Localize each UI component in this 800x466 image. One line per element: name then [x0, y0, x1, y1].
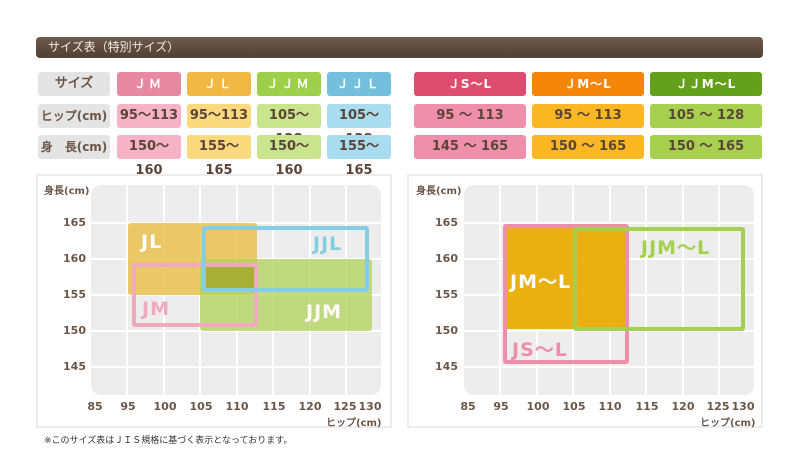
cell-jjm-hip: 105〜128	[257, 104, 321, 147]
region-jsl	[503, 224, 629, 364]
x-tick: 120	[671, 400, 695, 413]
cell-jjl-height: 155〜165	[327, 135, 391, 178]
x-axis-title-right: ヒップ(cm)	[700, 418, 756, 429]
row-label-hip: ヒップ(cm)	[38, 104, 110, 128]
y-tick: 145	[63, 360, 86, 373]
col-header-jjm: ＪＪＭ	[257, 72, 321, 96]
x-tick: 120	[298, 400, 322, 413]
cell-jjm-height: 150〜160	[257, 135, 321, 178]
x-tick: 85	[460, 400, 476, 413]
y-tick: 150	[63, 324, 86, 337]
cell-jml-hip: 95 〜 113	[532, 104, 644, 128]
region-jjl	[202, 226, 369, 292]
title-bar: サイズ表（特別サイズ）	[36, 37, 763, 58]
col-header-jm: ＪＭ	[117, 72, 181, 96]
region-overlap	[205, 264, 255, 289]
y-tick: 155	[435, 288, 458, 301]
label-jjml: JJM〜L	[641, 237, 711, 259]
plot-area-right: JM〜L JJM〜L JS〜L	[464, 185, 754, 395]
row-label-height: 身 長(cm)	[38, 135, 110, 159]
x-tick: 110	[598, 400, 622, 413]
cell-jm-hip: 95〜113	[117, 104, 181, 128]
y-tick: 150	[435, 324, 458, 337]
label-jm: JM	[142, 298, 170, 320]
footnote: ※このサイズ表はＪＩＳ規格に基づく表示となっております。	[44, 436, 293, 446]
y-tick: 145	[435, 360, 458, 373]
x-tick: 110	[225, 400, 249, 413]
cell-jjml-height: 150 〜 165	[650, 135, 762, 159]
x-tick: 125	[333, 400, 357, 413]
label-jml: JM〜L	[510, 271, 572, 293]
y-tick: 155	[63, 288, 86, 301]
x-tick: 115	[262, 400, 286, 413]
cell-jl-hip: 95〜113	[187, 104, 251, 128]
cell-jl-height: 155〜165	[187, 135, 251, 178]
x-tick: 95	[493, 400, 509, 413]
col-header-jjl: ＪＪＬ	[327, 72, 391, 96]
label-jjm: JJM	[306, 301, 343, 323]
x-tick: 125	[706, 400, 730, 413]
plot-area-left: JL JJL JM JJM	[91, 185, 381, 395]
x-tick: 115	[635, 400, 659, 413]
cell-jjml-hip: 105 〜 128	[650, 104, 762, 128]
y-tick: 165	[63, 216, 86, 229]
x-tick: 105	[562, 400, 586, 413]
x-tick: 130	[358, 400, 382, 413]
x-tick: 95	[120, 400, 136, 413]
x-tick: 85	[87, 400, 103, 413]
col-header-jml: ＪM〜L	[532, 72, 644, 96]
label-jl: JL	[141, 231, 163, 253]
col-header-jsl: ＪS〜L	[414, 72, 526, 96]
y-tick: 160	[435, 252, 458, 265]
y-axis-title-left: 身長(cm)	[44, 186, 90, 197]
label-jjl: JJL	[313, 233, 343, 255]
col-header-jl: ＪＬ	[187, 72, 251, 96]
region-jm	[132, 263, 258, 327]
cell-jm-height: 150〜160	[117, 135, 181, 178]
y-tick: 160	[63, 252, 86, 265]
x-tick: 100	[526, 400, 550, 413]
region-jml	[507, 228, 628, 329]
label-jsl: JS〜L	[512, 339, 568, 361]
region-jjml	[573, 227, 745, 331]
col-header-jjml: ＪＪM〜L	[650, 72, 762, 96]
x-tick: 105	[189, 400, 213, 413]
cell-jsl-height: 145 〜 165	[414, 135, 526, 159]
y-tick: 165	[435, 216, 458, 229]
cell-jsl-hip: 95 〜 113	[414, 104, 526, 128]
x-tick: 130	[731, 400, 755, 413]
x-tick: 100	[153, 400, 177, 413]
x-axis-title-left: ヒップ(cm)	[326, 418, 382, 429]
y-axis-title-right: 身長(cm)	[416, 186, 462, 197]
cell-jjl-hip: 105〜128	[327, 104, 391, 147]
cell-jml-height: 150 〜 165	[532, 135, 644, 159]
row-label-size: サイズ	[38, 72, 110, 96]
